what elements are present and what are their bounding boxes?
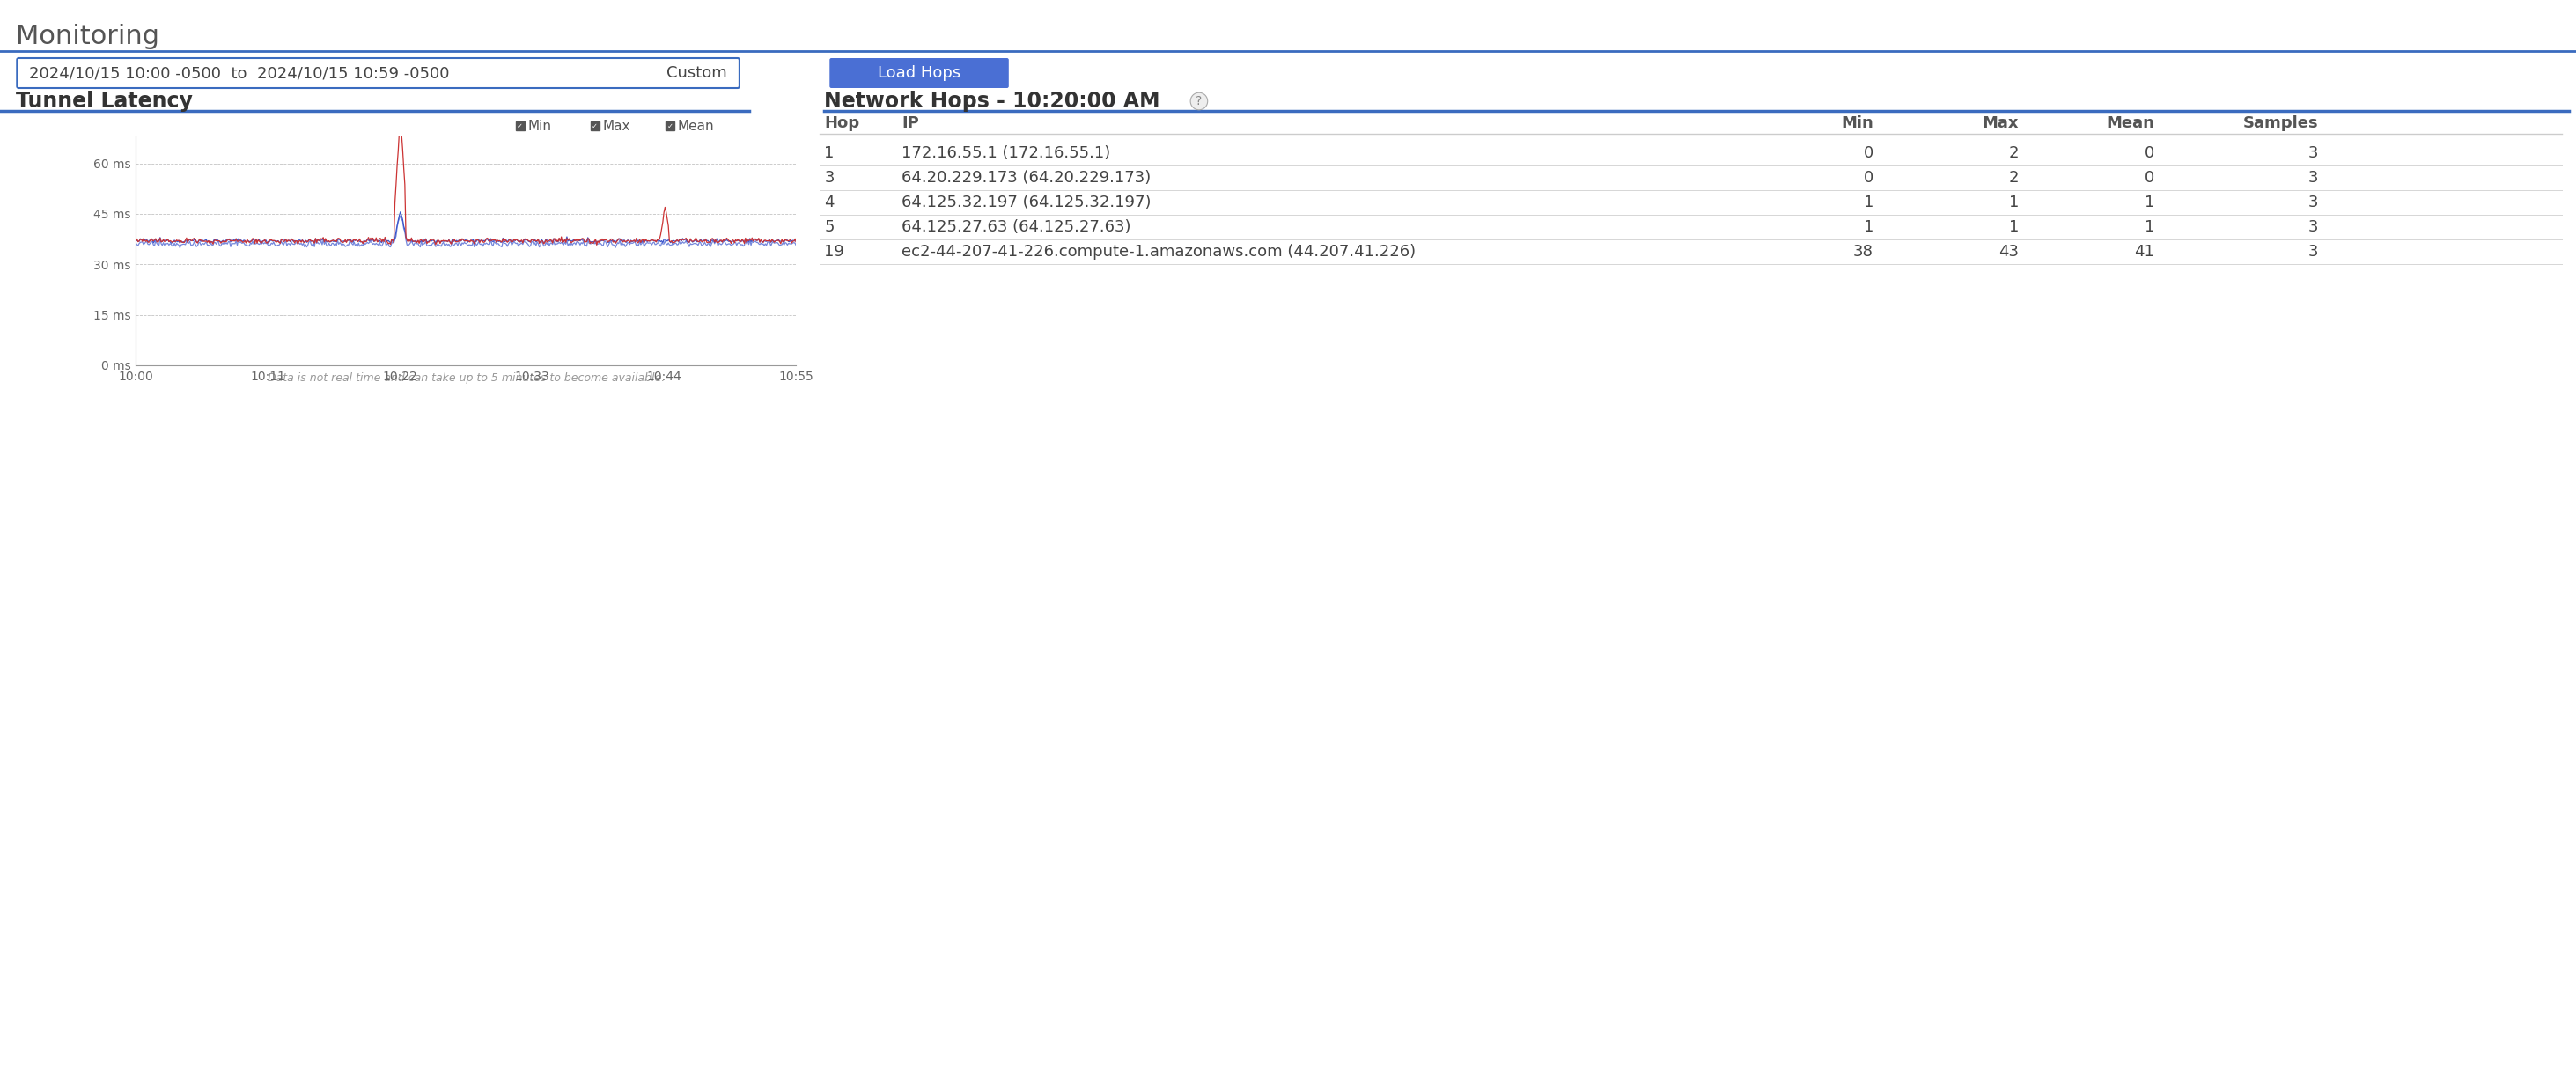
Text: 1: 1: [1862, 195, 1873, 210]
Text: 3: 3: [2308, 244, 2318, 260]
FancyBboxPatch shape: [829, 58, 1010, 88]
Text: 3: 3: [824, 170, 835, 186]
Text: 19: 19: [824, 244, 845, 260]
Text: Custom: Custom: [667, 65, 726, 81]
Text: Max: Max: [603, 120, 631, 133]
Text: 3: 3: [2308, 145, 2318, 161]
Text: 64.20.229.173 (64.20.229.173): 64.20.229.173 (64.20.229.173): [902, 170, 1151, 186]
Bar: [515, 122, 526, 131]
Text: 1: 1: [1862, 219, 1873, 235]
FancyBboxPatch shape: [18, 58, 739, 88]
Text: 1: 1: [824, 145, 835, 161]
Text: Mean: Mean: [677, 120, 714, 133]
Text: Samples: Samples: [2244, 115, 2318, 132]
Text: 1: 1: [2143, 195, 2154, 210]
Text: 0: 0: [2146, 145, 2154, 161]
Text: IP: IP: [902, 115, 920, 132]
Text: Max: Max: [1981, 115, 2020, 132]
Text: 5: 5: [824, 219, 835, 235]
Text: 3: 3: [2308, 219, 2318, 235]
Text: Min: Min: [528, 120, 551, 133]
Text: Mean: Mean: [2107, 115, 2154, 132]
Text: 1: 1: [2009, 219, 2020, 235]
Text: 3: 3: [2308, 170, 2318, 186]
Text: 64.125.27.63 (64.125.27.63): 64.125.27.63 (64.125.27.63): [902, 219, 1131, 235]
Text: 0: 0: [1862, 145, 1873, 161]
Text: 2024/10/15 10:00 -0500  to  2024/10/15 10:59 -0500: 2024/10/15 10:00 -0500 to 2024/10/15 10:…: [28, 65, 451, 81]
Text: 4: 4: [824, 195, 835, 210]
Bar: [665, 122, 675, 131]
Text: ec2-44-207-41-226.compute-1.amazonaws.com (44.207.41.226): ec2-44-207-41-226.compute-1.amazonaws.co…: [902, 244, 1417, 260]
Text: Load Hops: Load Hops: [878, 65, 961, 81]
Text: Network Hops - 10:20:00 AM: Network Hops - 10:20:00 AM: [824, 90, 1159, 112]
Text: ✓: ✓: [667, 122, 672, 129]
Text: 2: 2: [2009, 170, 2020, 186]
Text: 172.16.55.1 (172.16.55.1): 172.16.55.1 (172.16.55.1): [902, 145, 1110, 161]
Text: Hop: Hop: [824, 115, 860, 132]
Text: Min: Min: [1842, 115, 1873, 132]
Text: 43: 43: [1999, 244, 2020, 260]
Text: 3: 3: [2308, 195, 2318, 210]
Text: 38: 38: [1852, 244, 1873, 260]
Text: Monitoring: Monitoring: [15, 24, 160, 50]
Text: 64.125.32.197 (64.125.32.197): 64.125.32.197 (64.125.32.197): [902, 195, 1151, 210]
Text: 1: 1: [2009, 195, 2020, 210]
Text: ✓: ✓: [518, 122, 523, 129]
Text: 0: 0: [2146, 170, 2154, 186]
Text: Data is not real time and can take up to 5 minutes to become available.: Data is not real time and can take up to…: [268, 373, 665, 384]
Bar: [590, 122, 600, 131]
Text: 41: 41: [2136, 244, 2154, 260]
Text: 1: 1: [2143, 219, 2154, 235]
Text: ✓: ✓: [592, 122, 598, 129]
Text: Tunnel Latency: Tunnel Latency: [15, 90, 193, 112]
Text: 2: 2: [2009, 145, 2020, 161]
Text: ?: ?: [1195, 95, 1203, 108]
Text: 0: 0: [1862, 170, 1873, 186]
